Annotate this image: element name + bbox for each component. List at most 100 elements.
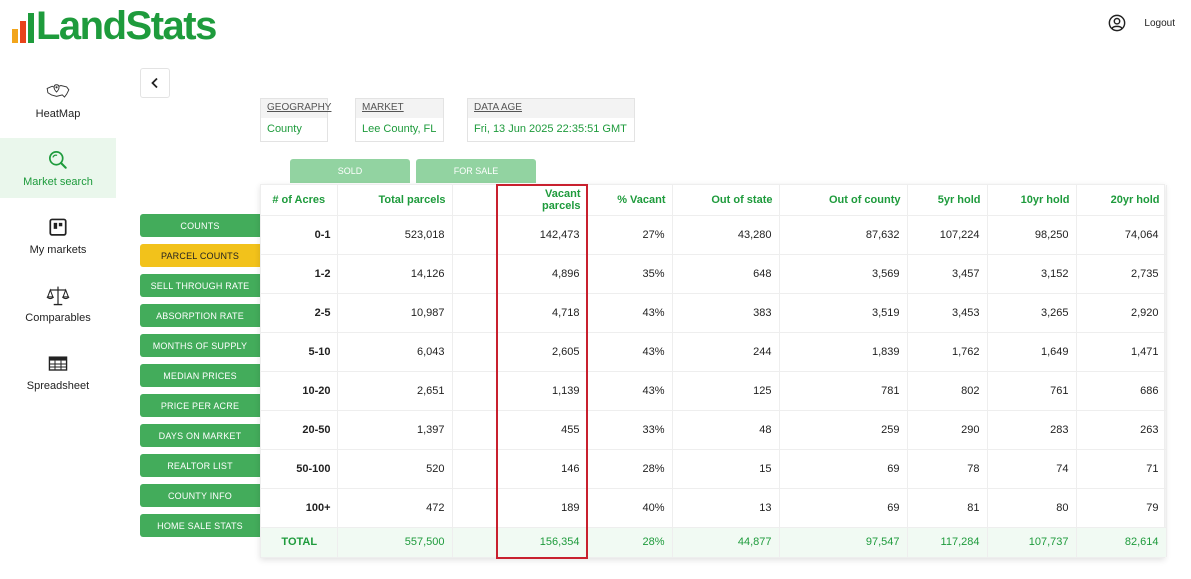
table-cell: 2,651 [337, 371, 453, 411]
column-header[interactable]: 5yr hold [907, 185, 988, 216]
total-cell [452, 527, 498, 557]
table-cell: 10,987 [337, 293, 453, 333]
parcel-counts-table: # of Acres Total parcels Vacant parcels% V… [260, 184, 1167, 558]
total-cell: 97,547 [779, 527, 908, 557]
table-cell: 2,920 [1076, 293, 1167, 333]
search-icon [49, 151, 67, 169]
category-months-of-supply-button[interactable]: MONTHS OF SUPPLY [140, 334, 260, 357]
scale-icon [46, 286, 70, 306]
table-cell: 81 [907, 488, 988, 528]
total-cell: 28% [587, 527, 673, 557]
column-header[interactable]: Out of state [672, 185, 780, 216]
table-cell: 189 [497, 488, 588, 528]
user-circle-icon[interactable] [1108, 14, 1126, 32]
table-cell: 43% [587, 371, 673, 411]
market-value: Lee County, FL [362, 123, 437, 135]
sidebar-item-label: Comparables [25, 312, 91, 324]
table-row: 2-5 10,987 4,718 43% 383 3,519 3,453 3,265 2,920 [261, 293, 1167, 333]
table-cell [452, 488, 498, 528]
total-row: TOTAL 557,500 156,354 28% 44,877 97,547 117,28… [261, 527, 1167, 557]
sidebar-item-heatmap[interactable]: HeatMap [0, 70, 116, 130]
total-label: TOTAL [261, 527, 338, 557]
data-age-label: DATA AGE [468, 99, 634, 118]
column-header[interactable]: 10yr hold [987, 185, 1077, 216]
category-price-per-acre-button[interactable]: PRICE PER ACRE [140, 394, 260, 417]
geography-box: GEOGRAPHY County [260, 98, 331, 142]
category-absorption-rate-button[interactable]: ABSORPTION RATE [140, 304, 260, 327]
column-header[interactable]: Vacant parcels [497, 185, 588, 216]
table-cell: 383 [672, 293, 780, 333]
sidebar-item-my-markets[interactable]: My markets [0, 206, 116, 266]
acres-range-cell: 100+ [261, 488, 338, 528]
table-cell: 455 [497, 410, 588, 450]
acres-range-cell: 50-100 [261, 449, 338, 489]
data-age-box: DATA AGE Fri, 13 Jun 2025 22:35:51 GMT [467, 98, 635, 142]
column-header[interactable]: 20yr hold [1076, 185, 1167, 216]
table-row: 50-100 520 146 28% 15 69 78 74 71 [261, 449, 1167, 489]
sidebar-item-label: Spreadsheet [26, 380, 90, 392]
user-area: Logout [1108, 14, 1175, 32]
table-cell: 3,569 [779, 254, 908, 294]
table-cell: 87,632 [779, 215, 908, 255]
table-cell: 107,224 [907, 215, 988, 255]
table-cell: 98,250 [987, 215, 1077, 255]
category-days-on-market-button[interactable]: DAYS ON MARKET [140, 424, 260, 447]
table-cell: 43,280 [672, 215, 780, 255]
table-cell [452, 410, 498, 450]
table-cell: 3,457 [907, 254, 988, 294]
column-header[interactable]: % Vacant [587, 185, 673, 216]
sidebar-item-label: My markets [29, 244, 87, 256]
column-header[interactable] [452, 185, 498, 216]
table-cell: 3,519 [779, 293, 908, 333]
category-home-sale-stats-button[interactable]: HOME SALE STATS [140, 514, 260, 537]
table-row: 20-50 1,397 455 33% 48 259 290 283 263 [261, 410, 1167, 450]
table-cell: 4,718 [497, 293, 588, 333]
column-header[interactable]: Out of county [779, 185, 908, 216]
sidebar-item-comparables[interactable]: Comparables [0, 274, 116, 334]
category-sell-through-rate-button[interactable]: SELL THROUGH RATE [140, 274, 260, 297]
total-cell: 156,354 [497, 527, 588, 557]
logout-link[interactable]: Logout [1144, 17, 1175, 29]
acres-range-cell: 20-50 [261, 410, 338, 450]
acres-range-cell: 10-20 [261, 371, 338, 411]
table-row: 10-20 2,651 1,139 43% 125 781 802 761 686 [261, 371, 1167, 411]
table-cell: 3,453 [907, 293, 988, 333]
table-cell: 14,126 [337, 254, 453, 294]
table-cell: 35% [587, 254, 673, 294]
category-realtor-list-button[interactable]: REALTOR LIST [140, 454, 260, 477]
sidebar-item-spreadsheet[interactable]: Spreadsheet [0, 342, 116, 402]
acres-range-cell: 5-10 [261, 332, 338, 372]
table-cell: 69 [779, 488, 908, 528]
table-cell [452, 293, 498, 333]
table-cell: 48 [672, 410, 780, 450]
table-cell: 3,152 [987, 254, 1077, 294]
brand-name: LandStats [36, 4, 217, 48]
column-header[interactable]: # of Acres [261, 185, 338, 216]
category-parcel-counts-button[interactable]: PARCEL COUNTS [140, 244, 260, 267]
table-cell [452, 371, 498, 411]
column-header[interactable]: Total parcels [337, 185, 453, 216]
table-cell: 1,397 [337, 410, 453, 450]
table-cell: 142,473 [497, 215, 588, 255]
total-cell: 82,614 [1076, 527, 1167, 557]
chevron-left-icon [151, 77, 158, 89]
tab-sold[interactable]: SOLD [290, 159, 410, 183]
table-cell: 1,471 [1076, 332, 1167, 372]
table-cell: 1,139 [497, 371, 588, 411]
table-cell: 761 [987, 371, 1077, 411]
brand-logo[interactable]: LandStats [12, 4, 217, 48]
table-cell: 1,839 [779, 332, 908, 372]
table-header-row: # of Acres Total parcels Vacant parcels% V… [261, 185, 1167, 216]
category-median-prices-button[interactable]: MEDIAN PRICES [140, 364, 260, 387]
geography-value: County [267, 123, 302, 135]
sidebar-nav: HeatMap Market search My markets Compara… [0, 70, 116, 410]
category-counts-button[interactable]: COUNTS [140, 214, 260, 237]
table-row: 100+ 472 189 40% 13 69 81 80 79 [261, 488, 1167, 528]
tab-for-sale[interactable]: FOR SALE [416, 159, 536, 183]
table-cell: 69 [779, 449, 908, 489]
logo-bars-icon [12, 11, 34, 43]
table-cell: 125 [672, 371, 780, 411]
category-county-info-button[interactable]: COUNTY INFO [140, 484, 260, 507]
back-button[interactable] [140, 68, 170, 98]
sidebar-item-market-search[interactable]: Market search [0, 138, 116, 198]
